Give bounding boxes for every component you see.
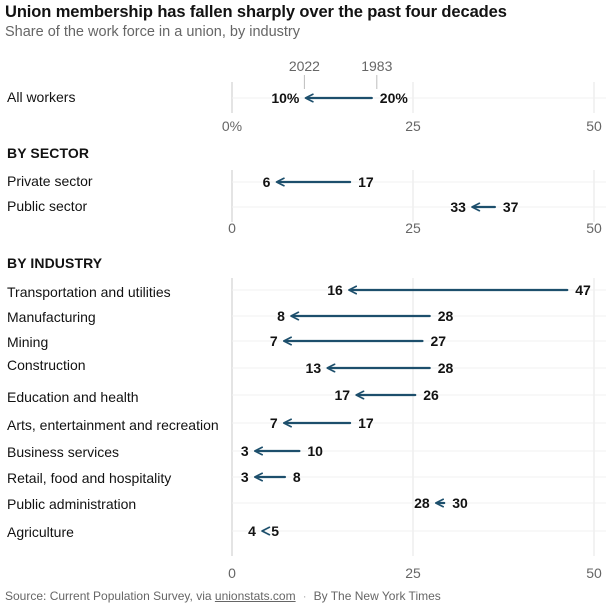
tick-label: 50 — [586, 118, 602, 134]
section-label-sector: BY SECTOR — [7, 145, 90, 161]
row-label: Agriculture — [7, 524, 74, 540]
source-note: Source: Current Population Survey, via u… — [5, 589, 441, 603]
start-value-label: 26 — [423, 387, 439, 403]
row-label: All workers — [7, 89, 76, 105]
tick-label: 50 — [586, 565, 602, 581]
end-value-label: 8 — [277, 308, 285, 324]
end-value-label: 16 — [327, 282, 343, 298]
start-value-label: 17 — [358, 415, 374, 431]
tick-label: 50 — [586, 220, 602, 236]
start-value-label: 17 — [358, 174, 374, 190]
tick-label: 25 — [405, 220, 421, 236]
start-value-label: 10 — [307, 443, 323, 459]
tick-label: 0 — [228, 220, 236, 236]
end-value-label: 3 — [241, 443, 249, 459]
section-label-industry: BY INDUSTRY — [7, 255, 103, 271]
chart-subtitle: Share of the work force in a union, by i… — [5, 24, 300, 40]
row-label: Mining — [7, 334, 49, 350]
row-label: Education and health — [7, 389, 139, 405]
end-value-label: 33 — [450, 199, 466, 215]
row-label: Manufacturing — [7, 309, 96, 325]
start-value-label: 5 — [271, 523, 279, 539]
row-label: Public sector — [7, 198, 88, 214]
tick-label: 25 — [405, 565, 421, 581]
start-value-label: 28 — [438, 360, 454, 376]
end-value-label: 6 — [263, 174, 271, 190]
start-value-label: 28 — [438, 308, 454, 324]
start-value-label: 47 — [575, 282, 591, 298]
end-value-label: 7 — [270, 333, 278, 349]
end-value-label: 17 — [335, 387, 351, 403]
start-value-label: 30 — [452, 495, 468, 511]
end-value-label: 10% — [271, 90, 300, 106]
row-label: Business services — [7, 444, 120, 460]
row-label: Construction — [7, 357, 86, 373]
end-value-label: 4 — [248, 523, 256, 539]
end-value-label: 7 — [270, 415, 278, 431]
tick-label: 25 — [405, 118, 421, 134]
row-label: Private sector — [7, 173, 93, 189]
year-label-end: 2022 — [289, 58, 320, 74]
row-label: Transportation and utilities — [7, 284, 171, 300]
source-separator: · — [302, 589, 307, 603]
tick-label: 0% — [222, 118, 242, 134]
tick-label: 0 — [228, 565, 236, 581]
row-label: Arts, entertainment and recreation — [7, 417, 219, 433]
row-label: Retail, food and hospitality — [7, 470, 172, 486]
row-label: Public administration — [7, 496, 137, 512]
source-prefix: Source: Current Population Survey, via — [5, 589, 215, 603]
end-value-label: 28 — [414, 495, 430, 511]
source-link[interactable]: unionstats.com — [214, 589, 296, 603]
source-credit: By The New York Times — [313, 589, 441, 603]
start-value-label: 20% — [380, 90, 409, 106]
end-value-label: 3 — [241, 469, 249, 485]
start-value-label: 37 — [503, 199, 519, 215]
end-value-label: 13 — [306, 360, 322, 376]
chart-title: Union membership has fallen sharply over… — [5, 3, 507, 21]
year-label-start: 1983 — [361, 58, 392, 74]
start-value-label: 27 — [430, 333, 446, 349]
start-value-label: 8 — [293, 469, 301, 485]
